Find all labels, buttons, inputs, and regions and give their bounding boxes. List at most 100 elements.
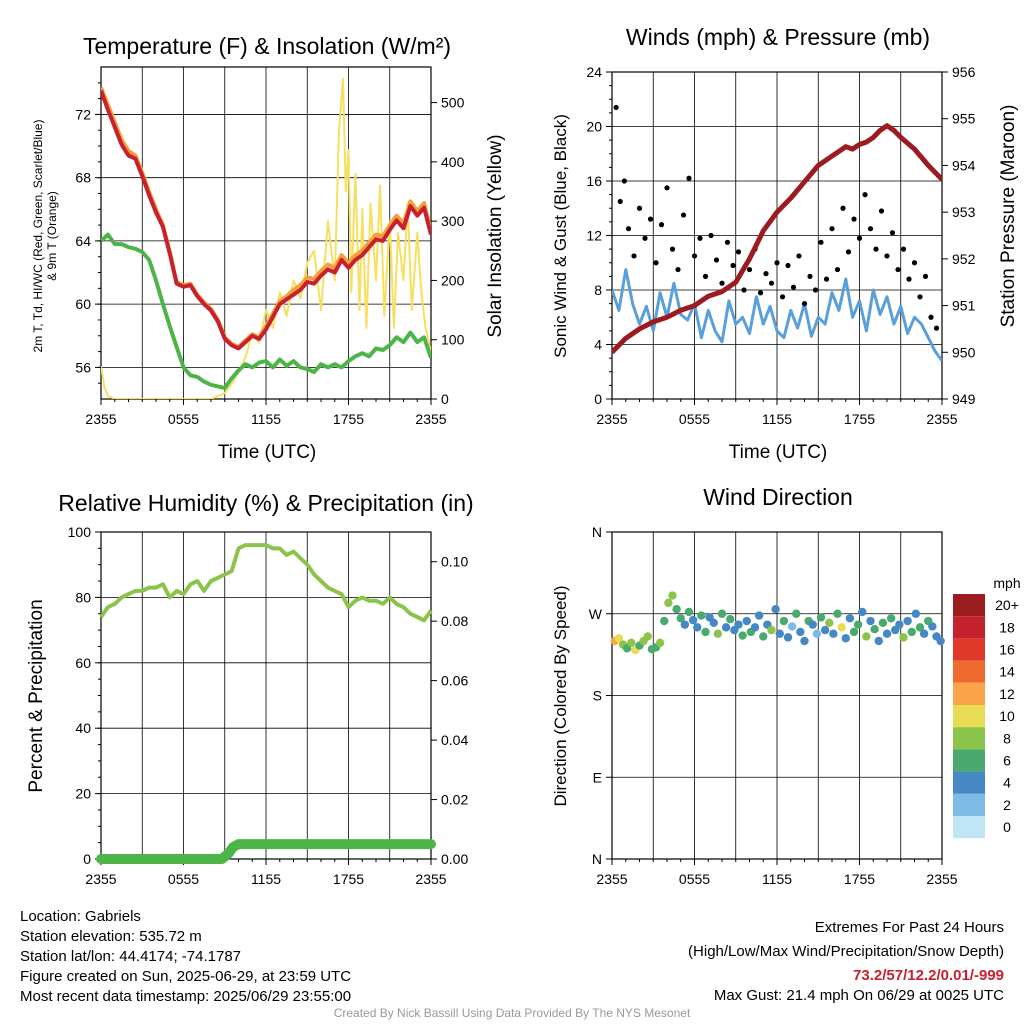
credit-line: Created By Nick Bassill Using Data Provi… [333, 1006, 691, 1020]
gust-point [675, 266, 681, 273]
y2-tick-label: 0.02 [441, 792, 468, 808]
temperature-panel-title: Temperature (F) & Insolation (W/m²) [83, 33, 451, 59]
x-tick-label: 0555 [679, 871, 710, 887]
gust-point [757, 290, 764, 296]
y-tick-label: S [593, 688, 602, 704]
gust-point [642, 235, 648, 241]
temp-series-line [101, 90, 431, 351]
direction-point [829, 629, 838, 638]
station-location: Location: Gabriels [20, 908, 141, 925]
colorbar-swatch [953, 660, 985, 683]
gust-point [768, 280, 775, 286]
direction-point [655, 638, 665, 648]
temperature-ylabel-line2: & 9m T (Orange) [45, 191, 59, 281]
gust-point [845, 249, 852, 255]
y-tick-label: 100 [68, 524, 92, 540]
gust-point [746, 266, 753, 273]
colorbar-label: 12 [999, 686, 1015, 702]
gust-point [829, 226, 835, 232]
humidity-panel-title: Relative Humidity (%) & Precipitation (i… [58, 490, 473, 516]
direction-point [684, 607, 694, 617]
direction-point [820, 625, 830, 635]
y-tick-label: 68 [75, 170, 91, 186]
gust-point [730, 262, 736, 269]
direction-point [688, 615, 698, 625]
colorbar-label: 16 [999, 642, 1015, 658]
direction-point [870, 624, 879, 634]
y-tick-label: 20 [586, 119, 602, 135]
gust-point [906, 276, 912, 282]
station-latlon: Station lat/lon: 44.4174; -74.1787 [20, 948, 242, 965]
direction-point [742, 616, 751, 626]
direction-point [680, 620, 690, 629]
temperature-plot: 2355 0555 1155 1755 2355 56 60 64 68 72 0 100 200 300… [75, 66, 465, 427]
y-tick-label: 64 [75, 233, 91, 249]
direction-point [767, 625, 776, 635]
x-tick-label: 1155 [251, 411, 281, 427]
gust-point [779, 294, 786, 300]
x-tick-label: 2355 [85, 411, 116, 427]
x-tick-label: 0555 [168, 871, 199, 887]
gust-point [713, 257, 720, 263]
y2-tick-label: 955 [952, 111, 976, 127]
direction-point [862, 632, 871, 641]
direction-point [812, 629, 822, 638]
y2-tick-label: 0.04 [441, 732, 468, 748]
gust-point [812, 287, 819, 293]
direction-point [874, 636, 883, 646]
gust-point [889, 230, 896, 236]
y2-tick-label: 400 [441, 154, 465, 170]
colorbar-label: 14 [999, 664, 1015, 680]
extremes-title: Extremes For Past 24 Hours [814, 919, 1004, 936]
dewpoint-series-line [101, 232, 431, 390]
station-elevation: Station elevation: 535.72 m [20, 928, 202, 945]
y-tick-label: W [589, 606, 603, 622]
direction-point [676, 614, 685, 623]
y-tick-label: 60 [75, 296, 91, 312]
direction-point [693, 623, 702, 632]
temperature-series [101, 77, 431, 399]
y-tick-label: 4 [594, 337, 602, 353]
colorbar-swatch [953, 793, 985, 816]
colorbar-label: 20+ [995, 597, 1019, 613]
y-tick-label: 80 [75, 589, 91, 605]
y2-tick-label: 952 [952, 251, 976, 267]
gust-point [840, 205, 846, 211]
gust-point [917, 294, 923, 300]
direction-point [816, 613, 826, 622]
extremes-values: 73.2/57/12.2/0.01/-999 [853, 967, 1004, 984]
solar-series-line [101, 77, 431, 399]
gust-point [834, 266, 841, 273]
gust-point [664, 185, 670, 191]
precip-series-line [96, 839, 436, 864]
x-tick-label: 2355 [596, 871, 627, 887]
recent-data-timestamp: Most recent data timestamp: 2025/06/29 2… [20, 988, 352, 1005]
y-tick-label: 24 [586, 64, 602, 80]
gust-point [625, 226, 632, 232]
y2-tick-label: 0.06 [441, 673, 468, 689]
direction-point [643, 632, 652, 641]
y2-tick-label: 0.10 [441, 554, 468, 570]
y2-tick-label: 100 [441, 332, 465, 348]
y-tick-label: 72 [75, 106, 91, 122]
y-tick-label: 16 [586, 173, 602, 189]
x-tick-label: 1755 [333, 411, 364, 427]
humidity-ylabel: Percent & Precipitation [26, 599, 47, 792]
gust-point [818, 239, 824, 245]
colorbar-swatch [953, 727, 985, 750]
direction-point [717, 609, 727, 618]
colorbar-swatch [953, 682, 985, 705]
colorbar-swatch [953, 771, 985, 794]
y-tick-label: 56 [75, 359, 91, 375]
extremes-info: Extremes For Past 24 Hours (High/Low/Max… [688, 918, 1004, 1006]
plot-border [611, 71, 943, 400]
colorbar-swatch [953, 638, 985, 661]
gust-point [631, 253, 637, 259]
y-tick-label: 60 [75, 655, 91, 671]
gust-point [653, 260, 659, 266]
direction-point [853, 620, 863, 629]
direction-point [895, 620, 904, 629]
y2-tick-label: 0.00 [441, 851, 468, 867]
y-tick-label: N [592, 524, 602, 540]
